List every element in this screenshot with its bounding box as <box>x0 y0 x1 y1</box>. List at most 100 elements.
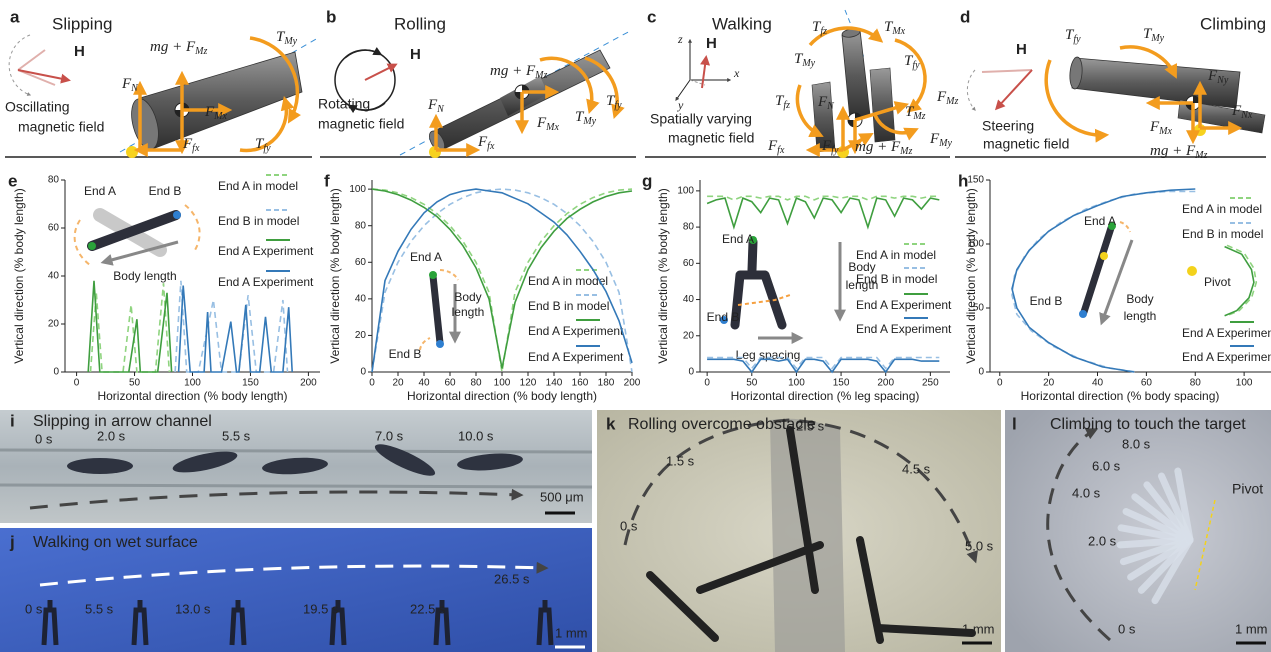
force-label: FN <box>121 76 139 94</box>
field-description: magnetic field <box>983 136 1069 152</box>
robot-body <box>842 30 870 120</box>
x-tick-label: 100 <box>1236 378 1253 389</box>
time-label: 2.5 s <box>796 418 825 433</box>
field-vector-ghost <box>18 50 45 70</box>
label-subscript: Mz <box>899 146 912 157</box>
x-tick-label: 200 <box>624 378 641 389</box>
time-label: 13.0 s <box>175 601 211 616</box>
field-vector-ghost <box>18 70 55 85</box>
y-tick-label: 80 <box>355 220 367 231</box>
legend-label: End A Experiment <box>528 350 624 364</box>
scale-label: 1 mm <box>1235 621 1268 636</box>
robot-snapshot <box>67 458 133 474</box>
inset-label: length <box>452 305 485 319</box>
x-tick-label: 100 <box>494 378 511 389</box>
axis-name: y <box>677 98 684 112</box>
inset-path <box>1120 222 1130 232</box>
force-label: FN <box>427 97 445 115</box>
y-tick-label: 0 <box>53 367 59 378</box>
scale-label: 1 mm <box>555 625 588 640</box>
inset-label: Body <box>454 290 481 304</box>
time-label: 5.5 s <box>222 428 251 443</box>
field-description: magnetic field <box>318 116 404 132</box>
panel-letter: a <box>10 7 20 26</box>
label-subscript: fx <box>777 145 785 156</box>
y-tick-label: 40 <box>48 271 60 282</box>
field-arc <box>9 35 30 95</box>
axis-name: x <box>733 66 740 80</box>
field-vector <box>702 58 706 88</box>
force-label: TMy <box>1143 26 1165 44</box>
force-label: mg + FMz <box>855 139 912 157</box>
x-tick-label: 0 <box>369 378 375 389</box>
photo-label: Pivot <box>1232 481 1263 497</box>
force-label: Tfz <box>812 19 827 37</box>
x-tick-label: 0 <box>74 378 80 389</box>
field-vector <box>997 70 1032 108</box>
time-label: 22.5 s <box>410 601 446 616</box>
end-b-dot <box>1079 310 1087 318</box>
data-line <box>91 283 170 372</box>
label-subscript: Mz <box>945 96 958 107</box>
end-b-dot <box>173 211 181 219</box>
contact-point <box>126 146 138 158</box>
y-tick-label: 20 <box>48 319 60 330</box>
photo-title: Climbing to touch the target <box>1050 416 1246 433</box>
panel-title: Rolling <box>394 14 446 33</box>
panel-letter: k <box>606 414 616 433</box>
inset-label: length <box>1124 309 1157 323</box>
field-description: magnetic field <box>668 130 754 146</box>
legend-label: End B in model <box>856 272 937 286</box>
legend-label: End A Experiment <box>218 275 314 289</box>
force-arrow <box>895 40 925 110</box>
field-label: H <box>410 46 421 63</box>
force-label: TMy <box>575 109 597 127</box>
legend-label: End A in model <box>1182 202 1262 216</box>
time-label: 8.0 s <box>1122 436 1151 451</box>
force-label: Tfz <box>775 93 790 111</box>
field-arc <box>967 70 975 110</box>
label-subscript: My <box>938 138 952 149</box>
panel-title: Slipping <box>52 14 113 33</box>
inset-label: End A <box>84 184 116 198</box>
x-tick-label: 250 <box>922 378 939 389</box>
label-subscript: fy <box>912 60 920 71</box>
y-tick-label: 40 <box>683 294 695 305</box>
panel-letter: d <box>960 7 970 26</box>
pivot-dot <box>1100 252 1108 260</box>
time-label: 10.0 s <box>458 428 494 443</box>
scale-label: 500 μm <box>540 489 584 504</box>
field-rotation <box>345 50 380 58</box>
force-label: mg + FMz <box>490 63 547 81</box>
time-label: 0 s <box>35 431 53 446</box>
label-subscript: Mx <box>213 111 227 122</box>
inset-label: End B <box>1030 294 1063 308</box>
legend-label: End B in model <box>218 214 299 228</box>
field-description: Rotating <box>318 96 370 112</box>
force-label: Ffx <box>477 134 495 152</box>
y-tick-label: 20 <box>355 330 367 341</box>
label-subscript: Mx <box>1158 126 1172 137</box>
y-tick-label: 80 <box>683 222 695 233</box>
label-subscript: My <box>1150 33 1164 44</box>
field-vector <box>18 70 68 80</box>
label-subscript: Ny <box>1216 75 1229 86</box>
x-tick-label: 40 <box>418 378 430 389</box>
force-label: TMx <box>884 19 906 37</box>
time-label: 6.0 s <box>1092 458 1121 473</box>
inset-label: End B <box>149 184 182 198</box>
label-base: mg + F <box>490 63 536 79</box>
field-vector-ghost <box>982 70 1032 72</box>
x-tick-label: 140 <box>546 378 563 389</box>
legend-label: End A Experiment <box>1182 350 1271 364</box>
x-tick-label: 160 <box>572 378 589 389</box>
y-tick-label: 60 <box>48 223 60 234</box>
y-axis-label: Vertical direction (% body length) <box>328 188 342 363</box>
label-subscript: fz <box>820 26 827 37</box>
label-subscript: Mz <box>912 111 925 122</box>
label-subscript: fy <box>263 143 271 154</box>
x-axis-label: Horizontal direction (% body length) <box>407 389 597 403</box>
y-tick-label: 150 <box>967 175 984 186</box>
force-label: Tfy <box>606 93 622 111</box>
y-tick-label: 0 <box>360 367 366 378</box>
